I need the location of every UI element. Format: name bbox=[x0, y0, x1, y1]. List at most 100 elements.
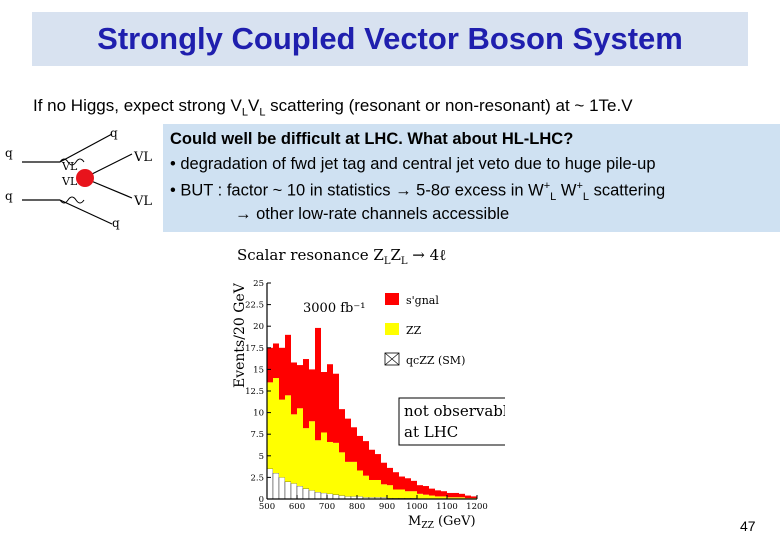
label-vl-out-bottom: VL bbox=[133, 194, 152, 209]
bar-zz bbox=[315, 440, 321, 493]
x-tick-label: 900 bbox=[379, 502, 395, 512]
bar-zz bbox=[417, 493, 423, 499]
bar-s-gnal bbox=[465, 495, 471, 499]
ticks-group: 0 2.5 5 7.5 10 12.5 15 17.5 20 22.5 25 500 600 700 800… bbox=[245, 279, 488, 512]
feynman-diagram: q q q q VL VL VL VL bbox=[5, 126, 152, 230]
histogram-chart: Scalar resonance ZLZL → 4ℓ Events/20 GeV… bbox=[232, 246, 505, 531]
bar-zz bbox=[267, 382, 273, 469]
y-tick-label: 20 bbox=[253, 322, 264, 332]
bar-s-gnal bbox=[273, 343, 279, 379]
bar-s-gnal bbox=[459, 493, 465, 498]
bar-zz bbox=[429, 495, 435, 499]
y-axis-label: Events/20 GeV bbox=[232, 282, 248, 388]
info-line-3-prefix: • BUT : factor ~ 10 in statistics → 5-8σ… bbox=[170, 181, 544, 200]
bar-zz bbox=[393, 489, 399, 499]
quark-line-bottom-out bbox=[59, 199, 113, 225]
bar-qczz--sm- bbox=[290, 483, 298, 500]
bar-zz bbox=[369, 479, 375, 498]
legend-swatch-hatch bbox=[384, 352, 400, 366]
bar-qczz--sm- bbox=[272, 472, 280, 500]
label-q-left-top: q bbox=[5, 146, 13, 160]
subtitle-suffix: scattering (resonant or non-resonant) at… bbox=[265, 96, 633, 115]
bar-s-gnal bbox=[405, 478, 411, 492]
bar-zz bbox=[363, 475, 369, 498]
bar-zz bbox=[399, 489, 405, 499]
bar-s-gnal bbox=[411, 480, 417, 492]
bar-qczz--sm- bbox=[278, 477, 286, 500]
bar-s-gnal bbox=[387, 467, 393, 486]
bar-zz bbox=[423, 494, 429, 499]
bar-qczz--sm- bbox=[296, 485, 304, 500]
bar-zz bbox=[279, 399, 285, 478]
bar-zz bbox=[327, 441, 333, 494]
x-tick-label: 500 bbox=[259, 502, 275, 512]
bar-s-gnal bbox=[393, 472, 399, 490]
bar-zz bbox=[387, 485, 393, 499]
info-line-3-suffix: scattering bbox=[589, 181, 666, 200]
y-tick-label: 12.5 bbox=[245, 387, 264, 397]
label-vl-in-bottom: VL bbox=[61, 175, 78, 188]
title-bar: Strongly Coupled Vector Boson System bbox=[32, 12, 748, 66]
subtitle-sub2: L bbox=[259, 106, 266, 119]
bar-qczz--sm- bbox=[332, 494, 340, 500]
x-tick-label: 800 bbox=[349, 502, 365, 512]
y-tick-label: 25 bbox=[253, 279, 264, 289]
x-tick-label: 700 bbox=[319, 502, 335, 512]
info-line-3: • BUT : factor ~ 10 in statistics → 5-8σ… bbox=[170, 180, 665, 203]
bar-s-gnal bbox=[291, 362, 297, 415]
y-tick-label: 7.5 bbox=[250, 430, 264, 440]
annotation-box bbox=[398, 397, 505, 446]
bar-s-gnal bbox=[339, 409, 345, 453]
bar-s-gnal bbox=[309, 369, 315, 422]
annotation-line-1: not observable bbox=[404, 402, 505, 420]
info-line-4: → other low-rate channels accessible bbox=[235, 205, 510, 223]
x-tick-label: 1200 bbox=[466, 502, 488, 512]
label-q-left-bottom: q bbox=[5, 189, 13, 203]
bar-zz bbox=[381, 484, 387, 498]
interaction-blob bbox=[76, 169, 94, 187]
x-tick-label: 1000 bbox=[406, 502, 428, 512]
bar-zz bbox=[303, 428, 309, 489]
bar-qczz--sm- bbox=[302, 488, 310, 500]
bar-s-gnal bbox=[441, 491, 447, 497]
page-number: 47 bbox=[740, 518, 756, 534]
bar-qczz--sm- bbox=[308, 490, 316, 500]
subtitle-prefix: If no Higgs, expect strong V bbox=[33, 96, 242, 115]
bar-s-gnal bbox=[303, 359, 309, 429]
bar-qczz--sm- bbox=[314, 491, 322, 500]
bar-s-gnal bbox=[315, 327, 321, 441]
info-line-3-sup2: + bbox=[576, 180, 583, 192]
bar-zz bbox=[285, 395, 291, 482]
bar-s-gnal bbox=[429, 488, 435, 496]
bar-s-gnal bbox=[321, 371, 327, 433]
info-line-3-sup1: + bbox=[543, 180, 551, 192]
bar-s-gnal bbox=[423, 486, 429, 495]
y-tick-label: 2.5 bbox=[250, 473, 264, 483]
bar-s-gnal bbox=[369, 449, 375, 480]
bar-zz bbox=[297, 408, 303, 487]
bar-zz bbox=[453, 497, 459, 499]
bar-s-gnal bbox=[285, 334, 291, 396]
luminosity-label: 3000 fb⁻¹ bbox=[303, 301, 365, 316]
bar-s-gnal bbox=[447, 492, 453, 498]
y-tick-label: 22.5 bbox=[245, 301, 264, 311]
bar-s-gnal bbox=[357, 435, 363, 471]
bar-zz bbox=[435, 496, 441, 499]
bar-zz bbox=[345, 461, 351, 497]
y-tick-label: 15 bbox=[253, 365, 264, 375]
info-line-2: • degradation of fwd jet tag and central… bbox=[170, 155, 656, 173]
x-tick-label: 600 bbox=[289, 502, 305, 512]
subtitle-mid: V bbox=[247, 96, 260, 115]
bar-s-gnal bbox=[267, 347, 273, 383]
x-tick-label: 1100 bbox=[436, 502, 458, 512]
bar-zz bbox=[351, 461, 357, 497]
bar-zz bbox=[333, 442, 339, 495]
bar-zz bbox=[309, 421, 315, 491]
bar-zz bbox=[441, 496, 447, 499]
bar-s-gnal bbox=[363, 441, 369, 476]
boson-line-bottom-in bbox=[59, 196, 85, 204]
luminosity-box bbox=[295, 296, 373, 318]
bar-zz bbox=[411, 491, 417, 499]
boson-line-top-in bbox=[59, 158, 85, 166]
bar-zz bbox=[375, 479, 381, 498]
